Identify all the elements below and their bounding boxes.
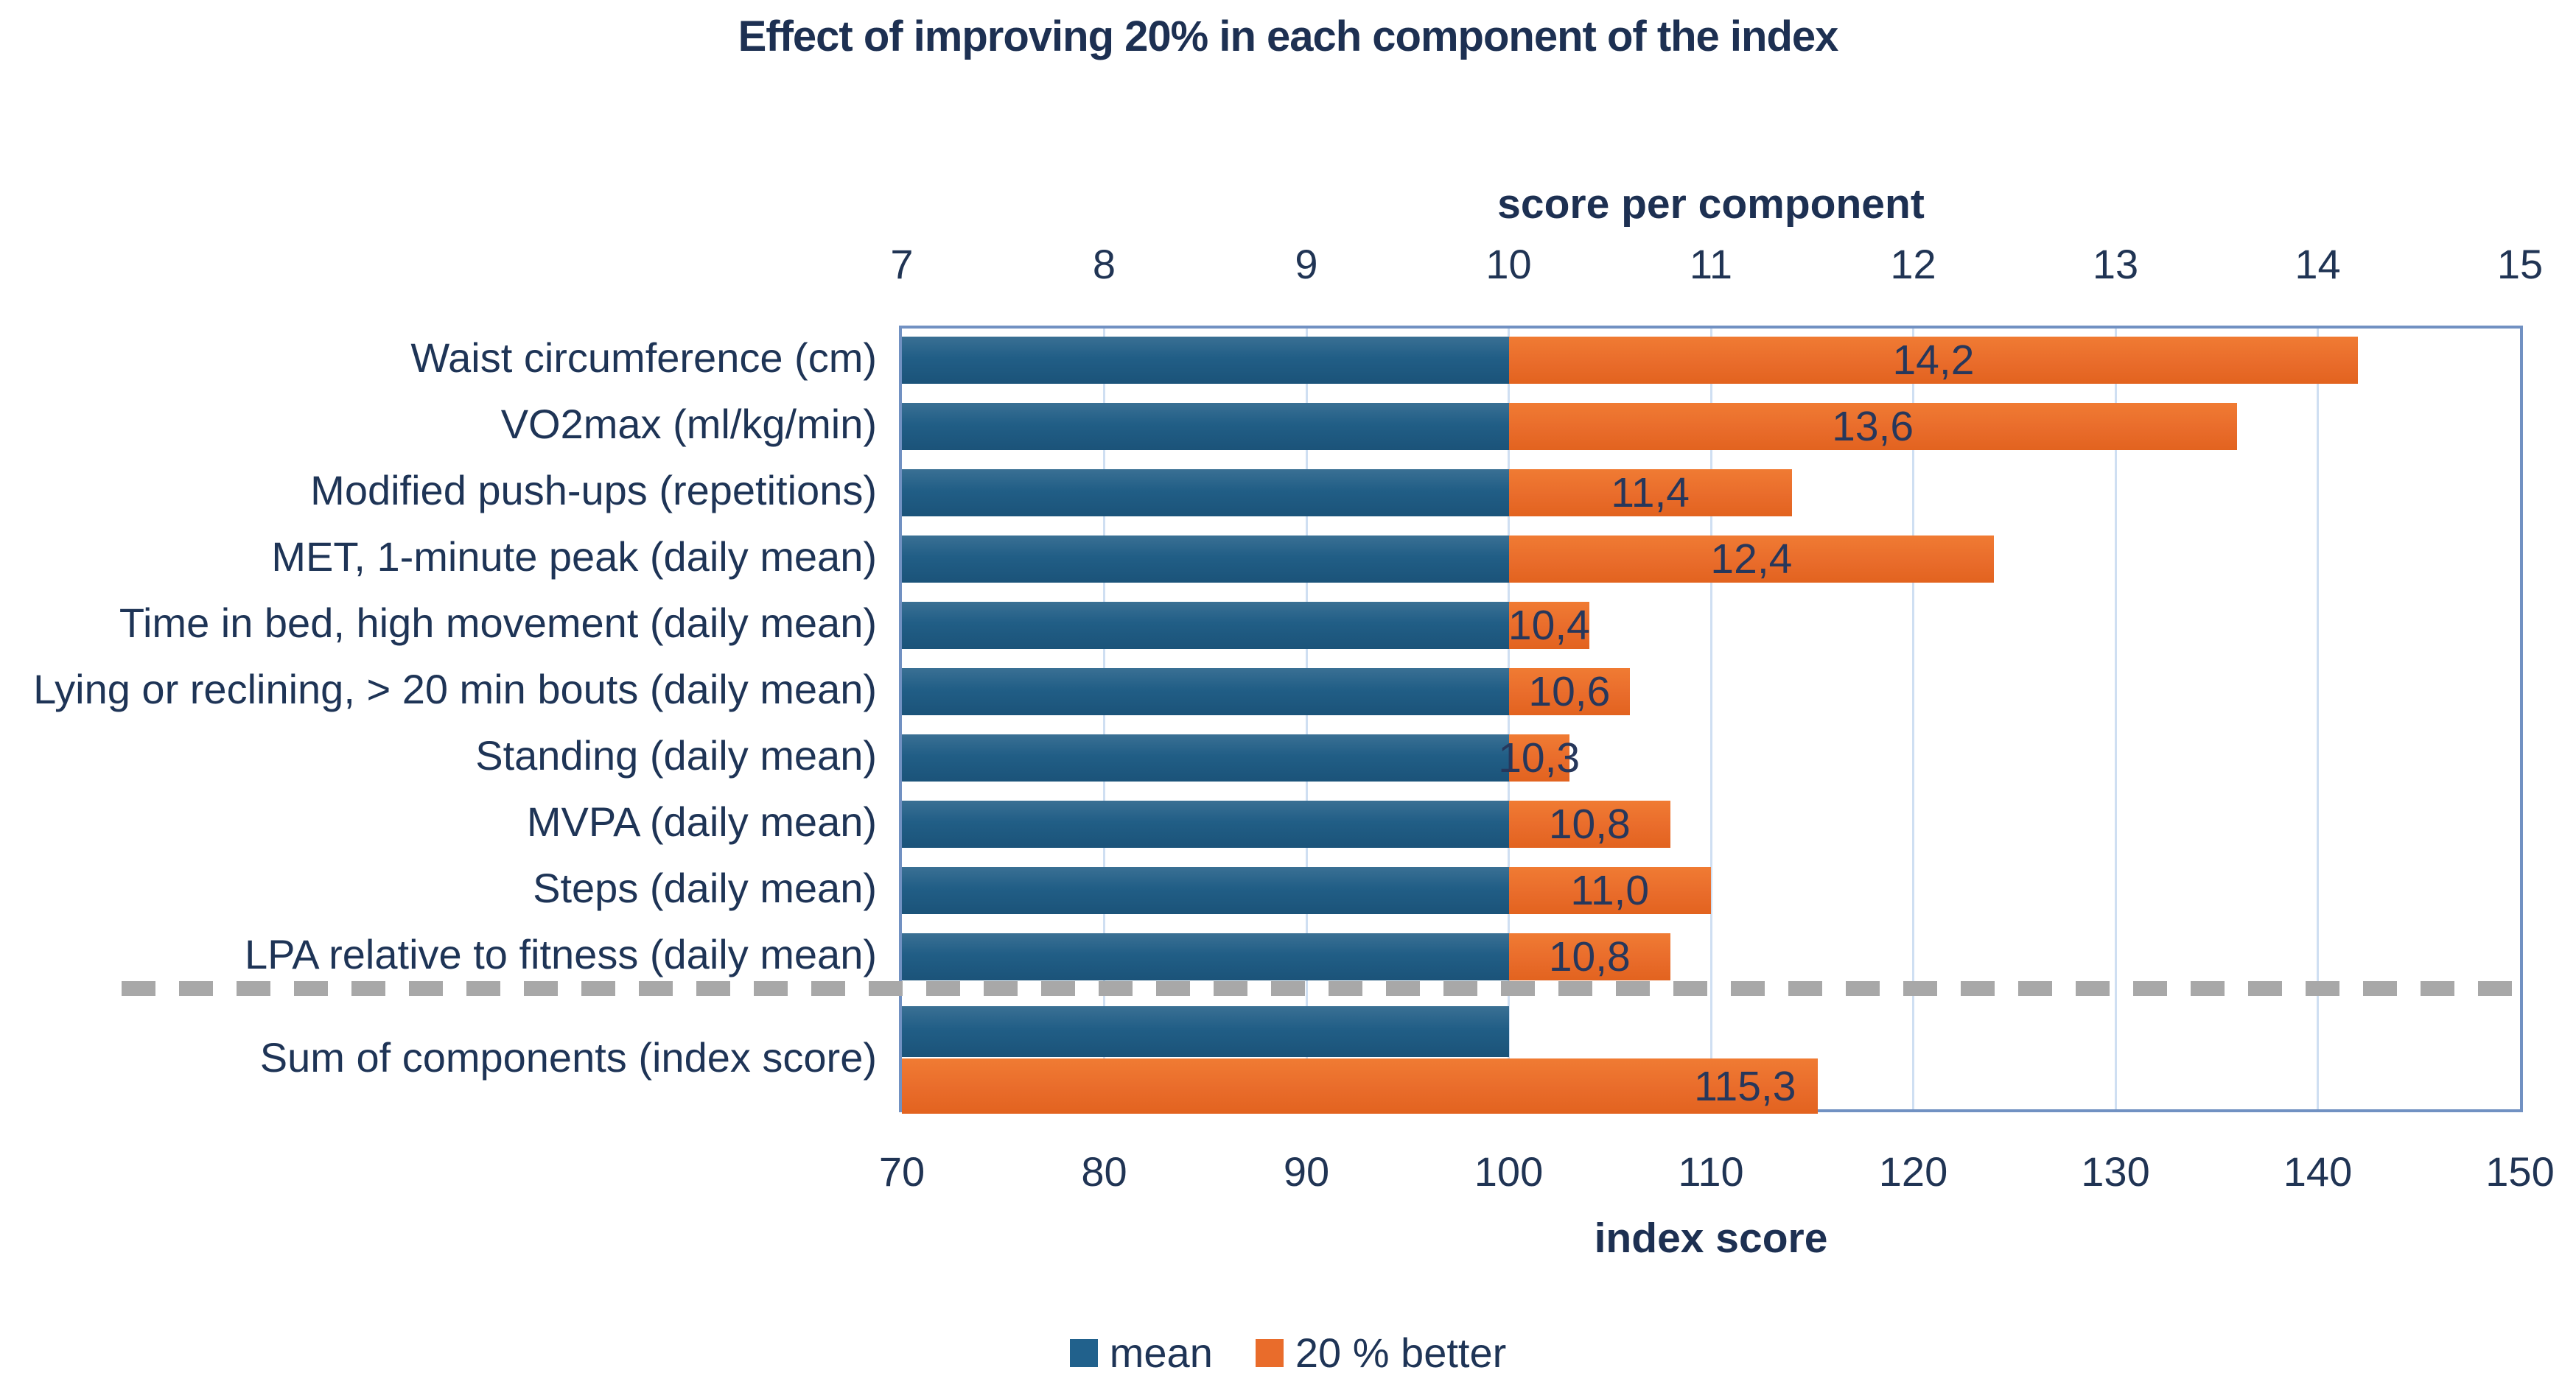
top-axis-tick: 14 [2295, 241, 2341, 287]
bar-mean-segment [902, 602, 1509, 649]
legend-item-mean: mean [1069, 1329, 1213, 1377]
legend-label-mean: mean [1109, 1330, 1213, 1376]
bar-better-segment [1508, 867, 1711, 914]
bar-mean-segment [902, 668, 1509, 715]
bar-value-label: 13,6 [1832, 403, 1914, 450]
bar-value-label: 10,3 [1498, 734, 1581, 782]
bottom-axis-tick: 150 [2485, 1148, 2555, 1195]
bar-better-segment [1508, 602, 1590, 649]
bottom-axis-tick: 130 [2081, 1148, 2150, 1195]
bar-better-segment [1508, 403, 2237, 450]
category-label-sum: Sum of components (index score) [259, 1033, 877, 1081]
sum-bar-value-label: 115,3 [1694, 1062, 1796, 1110]
gridline [2317, 329, 2319, 1109]
legend-item-better: 20 % better [1255, 1329, 1507, 1377]
bar-mean-segment [902, 801, 1509, 848]
category-label: LPA relative to fitness (daily mean) [244, 930, 877, 977]
bottom-axis-tick: 100 [1474, 1148, 1544, 1195]
bar-mean-segment [902, 933, 1509, 980]
top-axis-tick: 12 [1890, 241, 1936, 287]
gridline [1103, 329, 1105, 1109]
bottom-axis-tick: 120 [1878, 1148, 1948, 1195]
gridline [2114, 329, 2117, 1109]
sum-bar-better [902, 1058, 1819, 1114]
bottom-axis-tick: 80 [1081, 1148, 1127, 1195]
bar-value-label: 10,4 [1508, 602, 1590, 649]
top-axis-tick: 8 [1092, 241, 1116, 287]
gridline [1709, 329, 1712, 1109]
category-label: Lying or reclining, > 20 min bouts (dail… [33, 665, 877, 712]
bar-better-segment [1508, 536, 1995, 583]
top-axis-tick: 11 [1689, 241, 1733, 287]
legend-swatch-better-icon [1255, 1338, 1284, 1367]
category-label: Modified push-ups (repetitions) [310, 466, 877, 513]
top-axis-tick: 10 [1485, 241, 1532, 287]
gridline [1912, 329, 1914, 1109]
bottom-axis-tick: 110 [1678, 1148, 1744, 1195]
bar-mean-segment [902, 734, 1509, 782]
bar-value-label: 11,4 [1611, 469, 1690, 516]
bar-value-label: 11,0 [1570, 867, 1650, 914]
bar-better-segment [1508, 933, 1671, 980]
top-axis-title: score per component [1497, 180, 1925, 228]
bar-value-label: 14,2 [1892, 337, 1975, 384]
separator-dashed-line [122, 981, 2523, 996]
gridline [1305, 329, 1308, 1109]
gridline [1508, 329, 1510, 1109]
category-label: MET, 1-minute peak (daily mean) [271, 533, 877, 580]
top-axis-tick: 15 [2496, 241, 2544, 287]
bar-better-segment [1508, 668, 1631, 715]
bottom-axis-tick: 90 [1283, 1148, 1330, 1195]
bar-value-label: 10,8 [1548, 801, 1631, 848]
bar-better-segment [1508, 337, 2359, 384]
bar-better-segment [1508, 469, 1792, 516]
bar-value-label: 10,8 [1548, 933, 1631, 980]
category-label: Standing (daily mean) [475, 731, 877, 779]
legend-swatch-mean-icon [1069, 1338, 1098, 1367]
category-label: Steps (daily mean) [533, 864, 877, 911]
category-label: VO2max (ml/kg/min) [500, 400, 877, 447]
bar-value-label: 12,4 [1710, 536, 1793, 583]
legend-label-better: 20 % better [1295, 1330, 1507, 1376]
bar-better-segment [1508, 801, 1671, 848]
top-axis-tick: 13 [2092, 241, 2139, 287]
category-label: MVPA (daily mean) [526, 798, 877, 845]
top-axis-tick: 9 [1295, 241, 1318, 287]
bottom-axis-tick: 70 [878, 1148, 925, 1195]
bar-value-label: 10,6 [1528, 668, 1611, 715]
top-axis-tick: 7 [890, 241, 914, 287]
bar-mean-segment [902, 337, 1509, 384]
bottom-axis-title: index score [1594, 1215, 1828, 1262]
bottom-axis-tick: 140 [2283, 1148, 2353, 1195]
category-label: Waist circumference (cm) [410, 334, 877, 381]
bar-better-segment [1508, 734, 1569, 782]
bar-mean-segment [902, 469, 1509, 516]
bar-mean-segment [902, 403, 1509, 450]
sum-bar-mean [902, 1006, 1509, 1057]
bar-mean-segment [902, 867, 1509, 914]
chart-title: Effect of improving 20% in each componen… [738, 13, 1839, 60]
legend: mean 20 % better [0, 1329, 2576, 1377]
category-label: Time in bed, high movement (daily mean) [119, 599, 877, 646]
bar-mean-segment [902, 536, 1509, 583]
